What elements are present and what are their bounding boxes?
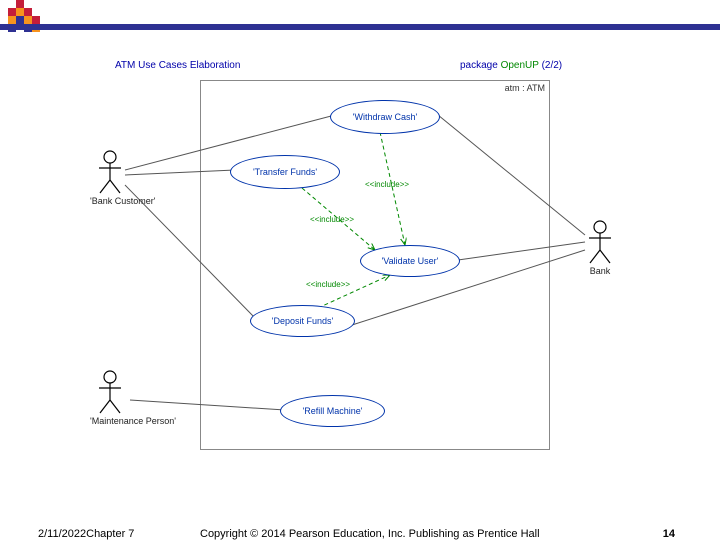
footer-date: 2/11/2022Chapter 7 [38, 528, 134, 540]
footer-page-number: 14 [663, 528, 675, 540]
actor-bank-customer: 'Bank Customer' [90, 150, 130, 206]
package-keyword: package [460, 60, 498, 71]
package-label: package OpenUP (2/2) [460, 60, 562, 71]
actor-bank: Bank [580, 220, 620, 276]
actor-maintenance-person: 'Maintenance Person' [90, 370, 130, 426]
package-name: OpenUP [501, 60, 539, 71]
boundary-label: atm : ATM [505, 83, 545, 93]
include-stereotype: <<include>> [310, 215, 354, 224]
actor-label: 'Maintenance Person' [90, 416, 130, 426]
usecase-validate-user: 'Validate User' [360, 245, 460, 277]
diagram-title: ATM Use Cases Elaboration [115, 60, 240, 71]
usecase-deposit-funds: 'Deposit Funds' [250, 305, 355, 337]
usecase-transfer-funds: 'Transfer Funds' [230, 155, 340, 189]
use-case-diagram: ATM Use Cases Elaboration package OpenUP… [70, 60, 650, 480]
usecase-refill-machine: 'Refill Machine' [280, 395, 385, 427]
usecase-withdraw-cash: 'Withdraw Cash' [330, 100, 440, 134]
include-stereotype: <<include>> [306, 280, 350, 289]
top-banner [0, 24, 720, 30]
actor-label: Bank [580, 266, 620, 276]
package-ref: (2/2) [542, 60, 563, 71]
include-stereotype: <<include>> [365, 180, 409, 189]
actor-label: 'Bank Customer' [90, 196, 130, 206]
footer-copyright: Copyright © 2014 Pearson Education, Inc.… [200, 528, 540, 540]
